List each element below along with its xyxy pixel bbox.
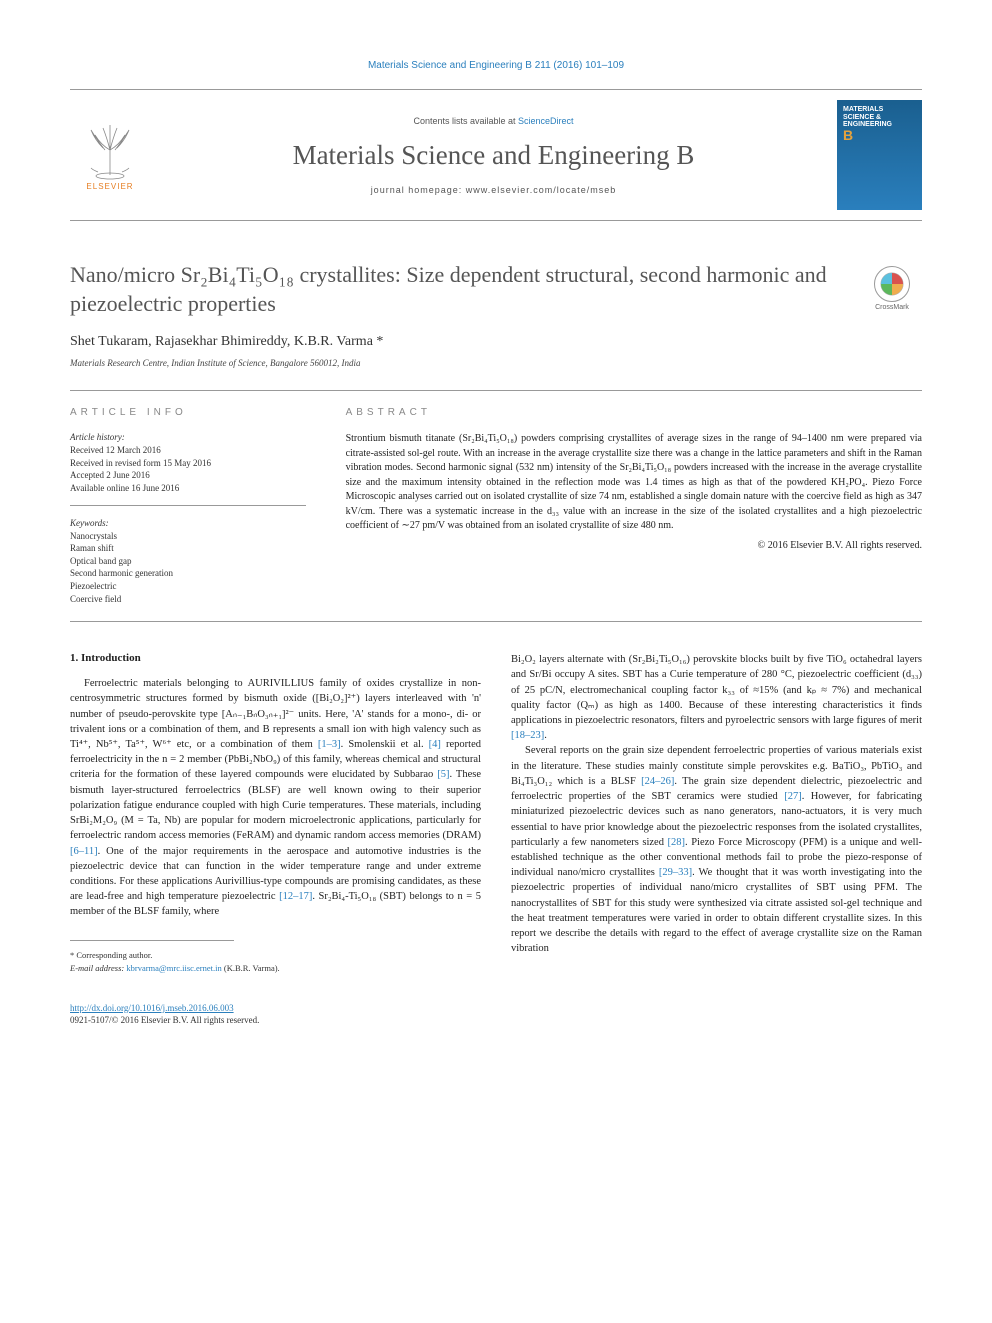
keyword: Second harmonic generation [70,567,306,580]
homepage-url[interactable]: www.elsevier.com/locate/mseb [466,185,617,195]
homepage-prefix: journal homepage: [371,185,466,195]
article-info-abstract-section: ARTICLE INFO Article history: Received 1… [70,390,922,622]
ref-link-27[interactable]: [27] [784,791,802,802]
section-1-heading: 1. Introduction [70,652,481,664]
intro-paragraph-1: Ferroelectric materials belonging to AUR… [70,676,481,920]
intro-paragraph-2: Several reports on the grain size depend… [511,743,922,956]
author-email-link[interactable]: kbrvarma@mrc.iisc.ernet.in [126,963,221,973]
ref-link-24-26[interactable]: [24–26] [641,776,674,787]
history-accepted: Accepted 2 June 2016 [70,469,306,482]
footnote-corresponding-author: * Corresponding author. [70,950,481,960]
ref-link-18-23[interactable]: [18–23] [511,730,544,741]
main-body: 1. Introduction Ferroelectric materials … [70,652,922,973]
ref-link-12-17[interactable]: [12–17] [279,891,312,902]
publisher-name: ELSEVIER [86,182,133,191]
ref-link-1-3[interactable]: [1–3] [318,739,341,750]
doi-link[interactable]: http://dx.doi.org/10.1016/j.mseb.2016.06… [70,1003,234,1013]
crossmark-badge[interactable]: CrossMark [862,261,922,368]
contents-prefix: Contents lists available at [413,116,518,126]
ref-link-29-33[interactable]: [29–33] [659,867,692,878]
footnote-email: E-mail address: kbrvarma@mrc.iisc.ernet.… [70,963,481,973]
elsevier-tree-icon [83,120,138,180]
email-suffix: (K.B.R. Varma). [222,963,280,973]
history-revised: Received in revised form 15 May 2016 [70,457,306,470]
keyword: Optical band gap [70,555,306,568]
text-run: . We thought that it was worth investiga… [511,867,922,954]
article-info-heading: ARTICLE INFO [70,407,306,418]
page-footer: http://dx.doi.org/10.1016/j.mseb.2016.06… [70,1003,922,1025]
abstract-text: Strontium bismuth titanate (Sr₂Bi₄Ti₅O₁₈… [346,432,922,534]
ref-link-6-11[interactable]: [6–11] [70,846,98,857]
keyword: Nanocrystals [70,530,306,543]
ref-link-5[interactable]: [5] [437,769,449,780]
crossmark-icon [874,266,910,302]
journal-cover-thumbnail: MATERIALS SCIENCE & ENGINEERING B [837,100,922,210]
history-label: Article history: [70,432,306,442]
history-received: Received 12 March 2016 [70,444,306,457]
cover-title-1: MATERIALS SCIENCE & ENGINEERING [843,106,916,129]
crossmark-label: CrossMark [875,304,909,311]
keyword: Piezoelectric [70,580,306,593]
journal-homepage-line: journal homepage: www.elsevier.com/locat… [150,185,837,195]
sciencedirect-link[interactable]: ScienceDirect [518,116,574,126]
text-run: . Smolenskii et al. [341,739,429,750]
affiliation: Materials Research Centre, Indian Instit… [70,358,842,368]
intro-paragraph-1-cont: Bi₂O₂ layers alternate with (Sr₂Bi₂Ti₅O₁… [511,652,922,743]
text-run: Bi₂O₂ layers alternate with (Sr₂Bi₂Ti₅O₁… [511,654,922,726]
authors: Shet Tukaram, Rajasekhar Bhimireddy, K.B… [70,334,842,350]
abstract-copyright: © 2016 Elsevier B.V. All rights reserved… [346,540,922,551]
abstract-heading: ABSTRACT [346,407,922,418]
keyword: Coercive field [70,593,306,606]
keyword: Raman shift [70,542,306,555]
cover-title-2: B [843,127,916,143]
journal-title: Materials Science and Engineering B [150,140,837,171]
keywords-label: Keywords: [70,518,306,528]
article-title: Nano/micro Sr₂Bi₄Ti₅O₁₈ crystallites: Si… [70,261,842,318]
ref-link-28[interactable]: [28] [668,837,686,848]
masthead: ELSEVIER Contents lists available at Sci… [70,89,922,221]
history-online: Available online 16 June 2016 [70,482,306,495]
text-run: . [544,730,547,741]
contents-list-line: Contents lists available at ScienceDirec… [150,116,837,126]
publisher-logo-block: ELSEVIER [70,120,150,191]
email-label: E-mail address: [70,963,126,973]
ref-link-4[interactable]: [4] [429,739,441,750]
issn-copyright: 0921-5107/© 2016 Elsevier B.V. All right… [70,1015,922,1025]
citation-header: Materials Science and Engineering B 211 … [70,60,922,71]
